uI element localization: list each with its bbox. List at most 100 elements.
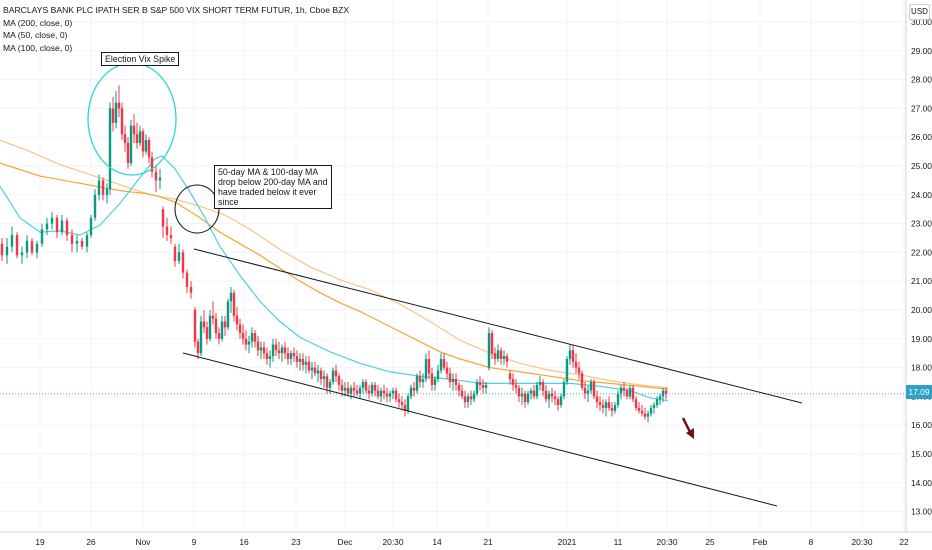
- ma-cross-circle[interactable]: [174, 184, 220, 234]
- price-tick-label: 21.00: [911, 276, 932, 286]
- candle-body: [559, 396, 563, 406]
- candle: [150, 151, 154, 178]
- candle-body: [241, 333, 245, 339]
- candle: [185, 269, 189, 293]
- candle: [613, 402, 617, 414]
- candle-body: [466, 396, 470, 403]
- candle-body: [541, 382, 545, 391]
- candle: [349, 384, 353, 400]
- candle: [223, 315, 227, 336]
- candle: [177, 243, 181, 264]
- candle: [217, 327, 221, 345]
- candle-body: [97, 180, 101, 195]
- candle: [256, 335, 260, 357]
- candle: [250, 327, 254, 348]
- candle: [295, 350, 299, 368]
- ma-drop-label[interactable]: 50-day MA & 100-day MA drop below 200-da…: [214, 165, 332, 209]
- candle-body: [334, 370, 338, 377]
- down-arrow-icon[interactable]: [681, 417, 694, 439]
- candle-body: [616, 393, 620, 406]
- candle: [301, 353, 305, 371]
- channel-upper-line[interactable]: [193, 248, 803, 404]
- ma-200-line[interactable]: [0, 139, 669, 389]
- candle-body: [177, 252, 181, 262]
- candle-body: [181, 252, 185, 273]
- price-tick-label: 26.00: [911, 132, 932, 142]
- candle: [481, 379, 485, 394]
- candle: [607, 396, 611, 411]
- channel-lower-line[interactable]: [182, 352, 778, 507]
- candle-body: [173, 246, 177, 262]
- candle: [147, 137, 151, 164]
- time-tick-label: 20:30: [852, 537, 873, 547]
- candle: [313, 361, 317, 377]
- candle: [598, 396, 602, 411]
- time-tick-label: 2021: [558, 537, 577, 547]
- candle: [0, 238, 4, 262]
- candle-body: [658, 396, 662, 400]
- candle-body: [652, 405, 656, 408]
- election-spike-label[interactable]: Election Vix Spike: [101, 52, 180, 66]
- ma-50-legend[interactable]: MA (50, close, 0): [3, 30, 68, 41]
- time-tick-label: Dec: [338, 537, 353, 547]
- candle-body: [436, 370, 440, 380]
- time-tick-label: Feb: [753, 537, 768, 547]
- candle-body: [108, 108, 112, 190]
- candlesticks: [0, 85, 668, 423]
- candle-body: [397, 399, 401, 403]
- ma-100-legend[interactable]: MA (100, close, 0): [3, 43, 73, 54]
- candle: [505, 353, 509, 368]
- candle-body: [376, 390, 380, 397]
- candle-body: [205, 327, 209, 339]
- candle-body: [55, 217, 59, 233]
- candle-body: [310, 367, 314, 371]
- ma-100-line[interactable]: [0, 162, 669, 390]
- candle-body: [135, 134, 139, 143]
- candle: [364, 379, 368, 394]
- candle: [280, 344, 284, 362]
- candle-body: [505, 356, 509, 362]
- candle: [108, 102, 112, 195]
- candle: [568, 344, 572, 365]
- candle: [10, 226, 14, 253]
- time-axis[interactable]: 19 26 Nov 9 16 23 Dec 20:30 14 21 2021 11 20:30 25 Feb…: [35, 537, 909, 547]
- ma-200-legend[interactable]: MA (200, close, 0): [3, 17, 73, 28]
- candle-body: [349, 387, 353, 394]
- candle: [403, 399, 407, 417]
- candle-body: [126, 142, 130, 164]
- candle-body: [262, 347, 266, 354]
- candle-body: [244, 338, 248, 345]
- currency-badge[interactable]: USD: [909, 4, 930, 20]
- candle: [373, 382, 377, 397]
- candle: [382, 384, 386, 400]
- price-tick-label: 27.00: [911, 103, 932, 113]
- candle: [262, 341, 266, 359]
- candle-body: [271, 344, 275, 357]
- candle: [158, 168, 162, 190]
- time-tick-label: 22: [899, 537, 909, 547]
- candle: [427, 350, 431, 380]
- candle-body: [625, 390, 629, 397]
- time-tick-label: 9: [192, 537, 197, 547]
- candle: [577, 361, 581, 380]
- candle-body: [484, 384, 488, 388]
- price-tick-label: 18.00: [911, 363, 932, 373]
- candle-body: [622, 387, 626, 391]
- candle: [421, 373, 425, 388]
- candle-body: [409, 387, 413, 397]
- last-price-label: 17.09: [906, 385, 932, 399]
- candle-body: [619, 387, 623, 394]
- candle: [562, 379, 566, 400]
- price-tick-label: 29.00: [911, 46, 932, 56]
- candle-body: [298, 358, 302, 362]
- candle-body: [460, 390, 464, 397]
- candle: [135, 122, 139, 149]
- candle: [616, 390, 620, 408]
- candle-body: [30, 240, 34, 253]
- price-axis[interactable]: 13.0014.0015.0016.0017.0018.0019.0020.00…: [911, 17, 932, 517]
- candle-body: [400, 402, 404, 406]
- candle-body: [475, 382, 479, 394]
- symbol-title: BARCLAYS BANK PLC IPATH SER B S&P 500 VI…: [3, 5, 350, 15]
- candle: [352, 382, 356, 397]
